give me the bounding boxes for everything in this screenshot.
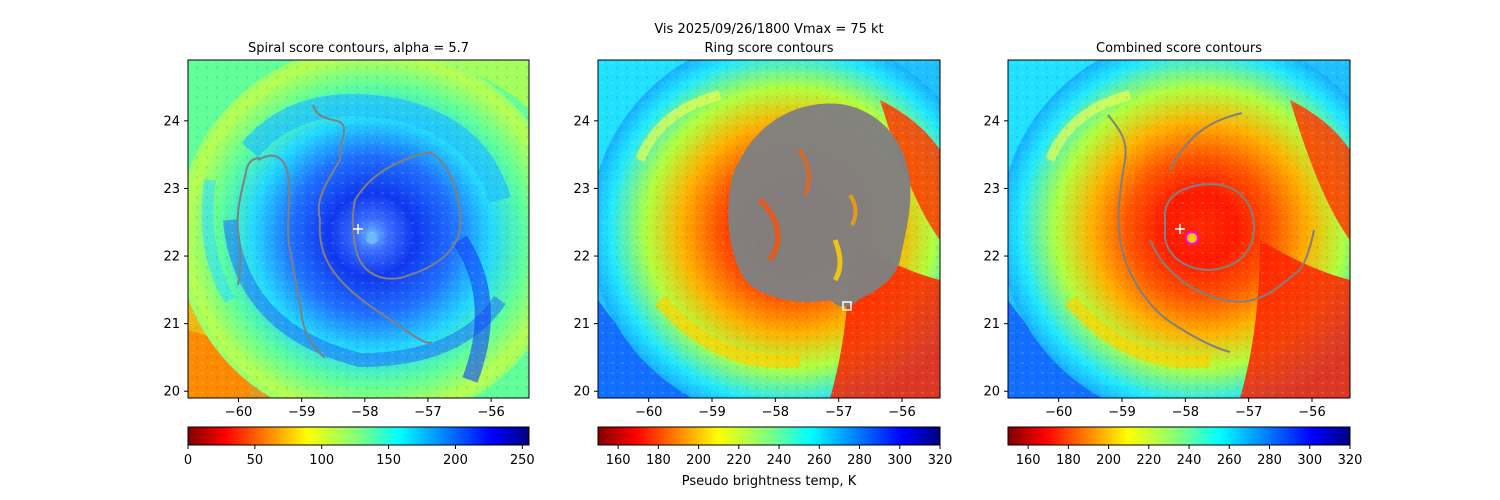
y-axis: 20 21 22 23 24 — [163, 114, 188, 400]
x-tick-label: −57 — [1235, 405, 1262, 420]
combined-score-marker — [1185, 231, 1199, 245]
panel-spiral: Spiral score contours, alpha = 5.7 −60 −5… — [163, 41, 535, 468]
y-tick-label: 22 — [163, 250, 180, 265]
colorbar-tick-label: 160 — [1016, 453, 1041, 468]
x-tick-label: −58 — [351, 405, 378, 420]
spiral-center-marker — [353, 224, 363, 234]
colorbar-tick-label: 100 — [309, 453, 334, 468]
y-tick-label: 21 — [573, 317, 590, 332]
ring-score-marker — [842, 301, 852, 311]
panel-ring: Ring score contours −60 −59 −58 −57 −56 20 21… — [573, 41, 953, 489]
panel-title: Ring score contours — [704, 41, 833, 56]
x-tick-label: −60 — [1045, 405, 1072, 420]
colorbar: 160 180 200 220 240 260 280 300 320 — [1007, 426, 1363, 468]
y-tick-label: 23 — [983, 182, 1000, 197]
x-tick-label: −58 — [762, 405, 789, 420]
x-tick-label: −58 — [1172, 405, 1199, 420]
y-tick-label: 24 — [573, 114, 590, 129]
combined-image — [1008, 60, 1350, 398]
colorbar-tick-label: 160 — [606, 453, 631, 468]
colorbar-tick-label: 50 — [247, 453, 264, 468]
colorbar-tick-label: 320 — [1338, 453, 1363, 468]
y-tick-label: 22 — [573, 250, 590, 265]
y-tick-label: 23 — [573, 182, 590, 197]
y-axis: 20 21 22 23 24 — [573, 114, 598, 400]
colorbar-tick-label: 300 — [1297, 453, 1322, 468]
x-tick-label: −57 — [414, 405, 441, 420]
y-tick-label: 24 — [983, 114, 1000, 129]
x-tick-label: −56 — [1298, 405, 1325, 420]
colorbar-tick-label: 200 — [443, 453, 468, 468]
ring-image — [598, 60, 940, 398]
x-tick-label: −60 — [225, 405, 252, 420]
colorbar-tick-label: 250 — [510, 453, 535, 468]
colorbar-tick-label: 280 — [847, 453, 872, 468]
colorbar-tick-label: 200 — [686, 453, 711, 468]
colorbar-tick-label: 240 — [1177, 453, 1202, 468]
colorbar-tick-label: 220 — [1136, 453, 1161, 468]
y-tick-label: 20 — [573, 385, 590, 400]
colorbar-tick-label: 240 — [767, 453, 792, 468]
first-guess-marker — [1175, 224, 1185, 234]
spiral-image — [188, 60, 529, 398]
colorbar-tick-label: 0 — [184, 453, 192, 468]
y-axis: 20 21 22 23 24 — [983, 114, 1008, 400]
colorbar-label: Pseudo brightness temp, K — [682, 474, 857, 489]
x-axis: −60 −59 −58 −57 −56 — [1045, 398, 1326, 420]
y-tick-label: 23 — [163, 182, 180, 197]
colorbar: 0 50 100 150 200 250 — [184, 426, 535, 468]
colorbar-tick-label: 180 — [1056, 453, 1081, 468]
colorbar-tick-label: 180 — [646, 453, 671, 468]
x-tick-label: −60 — [635, 405, 662, 420]
y-tick-label: 21 — [983, 317, 1000, 332]
x-tick-label: −59 — [1108, 405, 1135, 420]
colorbar: 160 180 200 220 240 260 280 300 320 — [597, 426, 953, 468]
y-tick-label: 20 — [163, 385, 180, 400]
figure-suptitle: Vis 2025/09/26/1800 Vmax = 75 kt — [654, 22, 884, 37]
x-tick-label: −57 — [825, 405, 852, 420]
colorbar-tick-label: 150 — [376, 453, 401, 468]
x-tick-label: −59 — [288, 405, 315, 420]
y-tick-label: 22 — [983, 250, 1000, 265]
y-tick-label: 20 — [983, 385, 1000, 400]
colorbar-tick-label: 260 — [807, 453, 832, 468]
y-tick-label: 21 — [163, 317, 180, 332]
panel-title: Spiral score contours, alpha = 5.7 — [248, 41, 469, 56]
colorbar-tick-label: 260 — [1217, 453, 1242, 468]
colorbar-tick-label: 220 — [726, 453, 751, 468]
x-tick-label: −56 — [888, 405, 915, 420]
colorbar-tick-label: 200 — [1096, 453, 1121, 468]
x-tick-label: −56 — [477, 405, 504, 420]
x-axis: −60 −59 −58 −57 −56 — [225, 398, 505, 420]
x-tick-label: −59 — [698, 405, 725, 420]
panel-title: Combined score contours — [1096, 41, 1262, 56]
panel-combined: Combined score contours −60 −59 −58 −57 −56 … — [983, 41, 1363, 468]
y-tick-label: 24 — [163, 114, 180, 129]
colorbar-tick-label: 300 — [887, 453, 912, 468]
colorbar-tick-label: 320 — [928, 453, 953, 468]
colorbar-tick-label: 280 — [1257, 453, 1282, 468]
x-axis: −60 −59 −58 −57 −56 — [635, 398, 916, 420]
